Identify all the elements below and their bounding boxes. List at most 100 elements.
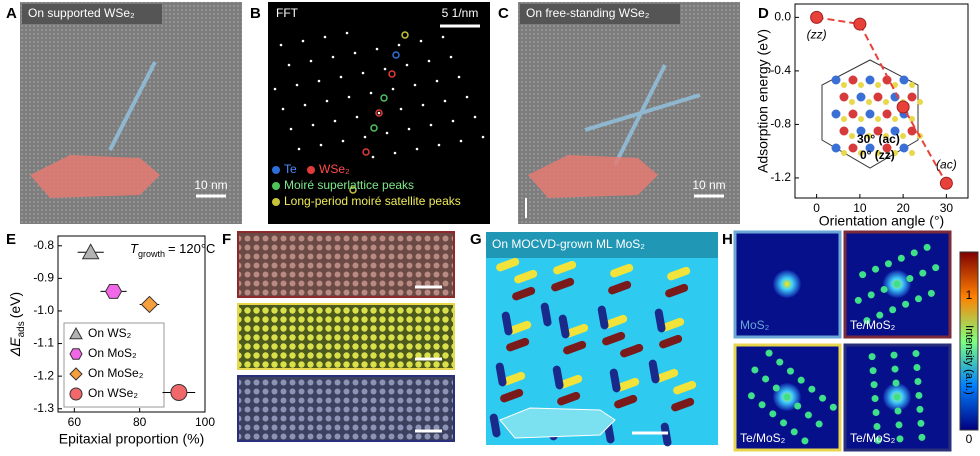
spot [772,384,780,392]
spot [889,306,897,314]
fft-spot [443,99,447,103]
domain [501,311,513,336]
y-tick-label: -0.4 [770,63,791,77]
domain [565,323,589,338]
domain [654,308,666,333]
fft-spot [297,147,301,151]
domain [563,340,587,355]
fft-spot [465,95,469,99]
fft-spot [419,39,423,43]
fft-spot [301,39,305,43]
atom [899,75,909,85]
flake [528,155,658,198]
spot [893,280,901,288]
caption-box [520,4,680,24]
fft-spot [370,124,378,132]
fft-spot [437,143,441,147]
domain [508,320,532,335]
spot [780,419,788,427]
colorbar [959,251,979,431]
domain [620,343,644,358]
atom [858,150,864,156]
spot [893,393,901,401]
spot [747,392,755,400]
inset-structure [831,75,923,156]
domain [665,283,689,298]
fft-spot [421,103,425,107]
flake [499,407,616,439]
spot [751,366,759,374]
atom [882,109,892,119]
atom [875,116,881,122]
arrow [613,64,667,166]
y-tick-label: -0.8 [33,238,54,252]
fft-spot [393,151,397,155]
spot [890,351,898,359]
panel-label: G [470,231,482,248]
atom [848,143,858,153]
fft-spot [435,79,439,83]
spot [783,393,791,401]
spot [794,402,802,410]
fft-spot [369,91,373,95]
atom [849,99,855,105]
atom [873,92,883,102]
fft-spot [319,143,323,147]
inset-label: 30° (ac) [857,132,900,146]
x-axis-label: Epitaxial proportion (%) [59,431,205,447]
y-tick-label: -0.9 [33,271,54,285]
atom [865,75,875,85]
domain [673,380,697,395]
x-tick-label: 10 [853,201,867,215]
spot [854,296,862,304]
fft-spot [287,63,291,67]
domain [659,334,683,349]
x-tick-label: 80 [133,415,147,429]
domain [660,422,672,447]
y-tick-label: -1.3 [33,401,54,415]
spot [895,421,903,429]
atom [856,92,866,102]
scale-text: 10 nm [692,178,725,192]
fft-spot [441,35,445,39]
domain [608,280,632,295]
spot [867,291,875,299]
spot [815,420,823,428]
data-point [810,10,824,24]
atom [882,143,892,153]
spot [786,367,794,375]
legend-marker [69,348,83,360]
atom [856,126,866,136]
atom [875,82,881,88]
inset-label: 0° (zz) [860,148,895,162]
spot [894,407,902,415]
atom [865,109,875,119]
atom [866,133,872,139]
domain [512,286,536,301]
fft-spot [341,139,345,143]
x-tick-label: 100 [195,415,215,429]
arrow [108,61,157,151]
fft-spot [349,186,357,194]
spot [874,436,882,444]
panel-label: A [6,5,17,22]
panel-label: B [250,5,261,22]
tile-label: Te/MoS₂ [740,431,786,445]
spot [892,379,900,387]
spot [762,375,770,383]
domain [597,305,609,330]
colorbar-min: 0 [966,432,973,446]
x-tick-label: 20 [896,201,910,215]
y-tick-label: -1.2 [770,170,791,184]
spot [790,428,798,436]
spot [919,269,927,277]
fft-spot [415,147,419,151]
data-point [853,17,867,31]
atom [873,126,883,136]
domain [552,365,564,390]
diffraction-tiles: MoS₂ Te/MoS₂ Te/MoS₂ Te/MoS₂ [733,230,952,452]
spot [897,254,905,262]
fft-spot [397,43,401,47]
spot [918,433,926,441]
x-tick-label: 0 [813,201,820,215]
